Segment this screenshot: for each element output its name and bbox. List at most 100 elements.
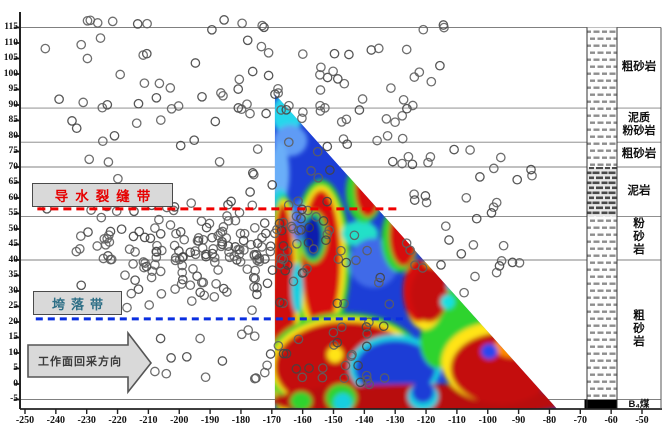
y-tick-label: 90 [8, 99, 19, 110]
event-marker [261, 108, 271, 119]
event-marker [151, 92, 162, 103]
event-marker [97, 102, 108, 113]
event-marker [361, 322, 372, 332]
event-marker [507, 257, 518, 268]
event-marker [382, 130, 393, 141]
event-marker [233, 244, 243, 255]
event-marker [336, 117, 347, 127]
event-marker [256, 41, 267, 52]
y-tick-label: 80 [8, 130, 19, 141]
stratigraphic-column [584, 27, 618, 409]
event-marker [291, 211, 302, 222]
contour-blob [355, 340, 436, 397]
event-marker [439, 22, 449, 33]
contour-blob [493, 335, 531, 358]
event-marker [218, 90, 228, 101]
event-marker [215, 227, 226, 238]
event-marker [297, 113, 307, 124]
event-marker [491, 197, 502, 208]
zone-boundary-dashed-lines [35, 207, 403, 321]
coal-seam-block [584, 399, 617, 409]
event-marker [138, 50, 149, 60]
event-marker [361, 370, 372, 381]
y-tick-label: 30 [8, 285, 19, 296]
event-marker [190, 246, 201, 256]
event-marker [134, 226, 145, 237]
event-marker [512, 174, 523, 185]
event-marker [297, 372, 308, 383]
stratum-label: 粉 砂 岩 [633, 218, 645, 257]
event-marker [186, 198, 197, 208]
event-marker [315, 85, 326, 95]
event-marker [308, 244, 319, 254]
x-tick-label: -160 [293, 415, 312, 426]
event-marker [278, 348, 289, 359]
caving-zone-label-box: 垮落带 [33, 291, 122, 315]
event-marker [375, 272, 386, 283]
event-marker [188, 264, 198, 274]
event-marker [155, 333, 166, 344]
event-marker [249, 331, 260, 342]
event-marker [230, 215, 241, 226]
event-marker [190, 249, 201, 260]
event-marker [436, 260, 446, 270]
event-marker [491, 267, 502, 278]
event-marker [151, 247, 162, 257]
event-marker [332, 337, 343, 348]
event-marker [401, 238, 412, 249]
event-marker [82, 53, 93, 64]
x-tick-label: -140 [355, 415, 374, 426]
stratum-label: 泥质 粉砂岩 [622, 111, 656, 137]
event-marker [211, 278, 221, 289]
event-marker [317, 372, 328, 383]
event-marker [76, 280, 87, 291]
event-marker [444, 235, 454, 245]
event-marker [364, 317, 374, 328]
y-tick-label: 105 [3, 53, 18, 63]
event-marker [130, 247, 140, 257]
y-tick-label: 110 [4, 37, 18, 48]
event-marker [196, 216, 207, 227]
event-marker [288, 223, 298, 234]
event-marker [189, 135, 200, 146]
event-marker [144, 300, 155, 310]
event-marker [265, 246, 276, 257]
event-marker [366, 45, 377, 55]
event-marker [425, 152, 436, 162]
y-tick-label: 100 [3, 68, 18, 79]
event-marker [471, 213, 482, 224]
event-marker [239, 228, 250, 239]
event-marker [325, 165, 335, 175]
event-marker [209, 291, 220, 302]
y-tick-label: 10 [8, 347, 19, 358]
y-tick-label: 45 [8, 239, 19, 249]
event-marker [318, 216, 329, 226]
event-marker [78, 97, 89, 108]
event-marker [249, 250, 260, 261]
event-marker [213, 265, 223, 275]
event-marker [373, 277, 384, 288]
event-marker [102, 99, 113, 110]
event-marker [190, 58, 201, 68]
event-marker [71, 123, 82, 134]
event-marker [426, 76, 437, 87]
event-marker [357, 94, 368, 104]
event-marker [298, 107, 308, 117]
y-tick-label: 20 [8, 316, 19, 327]
event-marker [315, 69, 325, 80]
event-marker [145, 233, 156, 244]
event-marker [96, 212, 107, 223]
event-marker [281, 348, 292, 359]
event-marker [355, 377, 366, 388]
event-marker [142, 18, 152, 29]
event-marker [248, 169, 259, 180]
y-tick-label: 50 [8, 223, 19, 234]
event-marker [128, 231, 139, 242]
event-marker [155, 228, 166, 239]
event-marker [349, 230, 360, 241]
x-tick-label: -70 [573, 415, 587, 426]
contour-blob [450, 332, 553, 405]
event-marker [128, 259, 138, 269]
event-marker [316, 62, 326, 73]
